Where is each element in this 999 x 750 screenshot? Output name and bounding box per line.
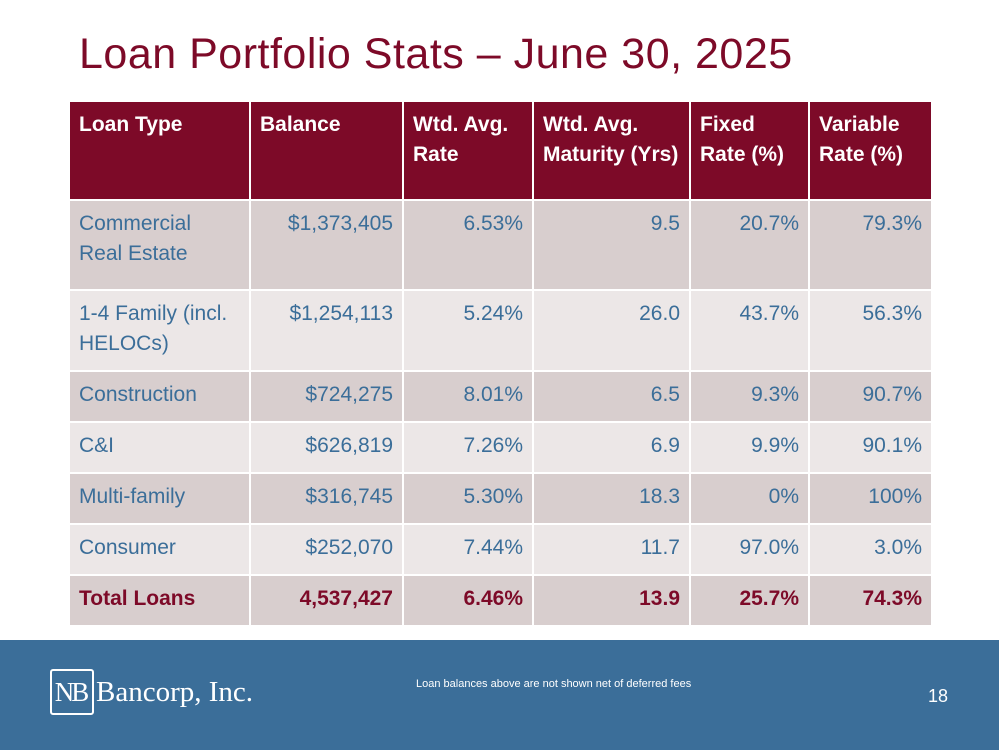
header-loan-type: Loan Type [68,100,251,201]
total-rate: 6.46% [402,574,534,627]
cell-loan-type: Multi-family [68,472,251,525]
header-balance: Balance [249,100,404,201]
company-logo: NB Bancorp, Inc. [50,669,253,715]
cell-maturity: 18.3 [532,472,691,525]
footer-bar: NB Bancorp, Inc. Loan balances above are… [0,640,999,750]
logo-text: Bancorp, Inc. [96,675,254,708]
cell-fixed: 0% [689,472,810,525]
table-total-row: Total Loans 4,537,427 6.46% 13.9 25.7% 7… [68,574,933,627]
total-balance: 4,537,427 [249,574,404,627]
cell-balance: $724,275 [249,370,404,423]
cell-rate: 5.24% [402,289,534,372]
cell-maturity: 6.9 [532,421,691,474]
logo-mark: NB [50,669,94,715]
cell-balance: $252,070 [249,523,404,576]
cell-loan-type: 1-4 Family (incl. HELOCs) [68,289,251,372]
cell-loan-type: Consumer [68,523,251,576]
cell-variable: 90.1% [808,421,933,474]
cell-maturity: 11.7 [532,523,691,576]
cell-maturity: 26.0 [532,289,691,372]
cell-fixed: 9.3% [689,370,810,423]
header-wtd-avg-rate: Wtd. Avg. Rate [402,100,534,201]
cell-variable: 90.7% [808,370,933,423]
cell-variable: 3.0% [808,523,933,576]
cell-rate: 5.30% [402,472,534,525]
page-number: 18 [928,686,949,706]
table-row: 1-4 Family (incl. HELOCs) $1,254,113 5.2… [68,289,933,372]
cell-maturity: 9.5 [532,199,691,291]
cell-maturity: 6.5 [532,370,691,423]
cell-variable: 100% [808,472,933,525]
header-wtd-avg-maturity: Wtd. Avg. Maturity (Yrs) [532,100,691,201]
total-fixed: 25.7% [689,574,810,627]
table-row: Multi-family $316,745 5.30% 18.3 0% 100% [68,472,933,525]
header-fixed-rate: Fixed Rate (%) [689,100,810,201]
cell-rate: 7.26% [402,421,534,474]
cell-rate: 7.44% [402,523,534,576]
cell-fixed: 20.7% [689,199,810,291]
table-row: Commercial Real Estate $1,373,405 6.53% … [68,199,933,291]
cell-rate: 6.53% [402,199,534,291]
footnote: Loan balances above are not shown net of… [416,678,692,690]
total-maturity: 13.9 [532,574,691,627]
cell-loan-type: Commercial Real Estate [68,199,251,291]
loan-portfolio-table: Loan Type Balance Wtd. Avg. Rate Wtd. Av… [68,100,933,627]
table-header-row: Loan Type Balance Wtd. Avg. Rate Wtd. Av… [68,100,933,201]
table-row: Consumer $252,070 7.44% 11.7 97.0% 3.0% [68,523,933,576]
total-variable: 74.3% [808,574,933,627]
cell-balance: $316,745 [249,472,404,525]
cell-rate: 8.01% [402,370,534,423]
cell-variable: 79.3% [808,199,933,291]
cell-loan-type: Construction [68,370,251,423]
cell-variable: 56.3% [808,289,933,372]
cell-loan-type: C&I [68,421,251,474]
header-variable-rate: Variable Rate (%) [808,100,933,201]
slide-title: Loan Portfolio Stats – June 30, 2025 [79,30,793,78]
total-label: Total Loans [68,574,251,627]
cell-fixed: 43.7% [689,289,810,372]
cell-fixed: 97.0% [689,523,810,576]
cell-balance: $626,819 [249,421,404,474]
table-row: C&I $626,819 7.26% 6.9 9.9% 90.1% [68,421,933,474]
cell-fixed: 9.9% [689,421,810,474]
cell-balance: $1,373,405 [249,199,404,291]
cell-balance: $1,254,113 [249,289,404,372]
table-row: Construction $724,275 8.01% 6.5 9.3% 90.… [68,370,933,423]
